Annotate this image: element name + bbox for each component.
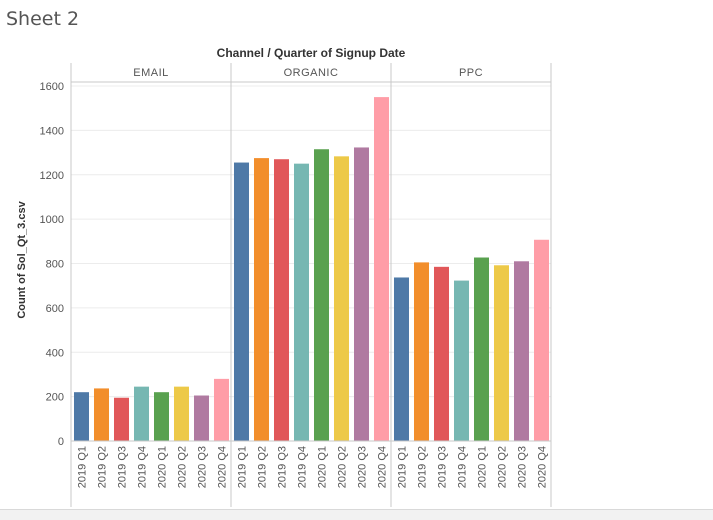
x-tick-label: 2019 Q1 — [237, 446, 249, 488]
y-tick-label: 400 — [46, 347, 64, 359]
x-tick-label: 2020 Q3 — [357, 446, 369, 488]
x-tick-label: 2020 Q1 — [157, 446, 169, 488]
x-tick-label: 2020 Q4 — [377, 446, 389, 488]
footer-strip — [0, 509, 713, 520]
bar — [174, 386, 189, 441]
chart-title: Channel / Quarter of Signup Date — [217, 46, 406, 60]
x-tick-label: 2020 Q3 — [517, 446, 529, 488]
bar — [394, 277, 409, 441]
bar — [274, 159, 289, 441]
bar — [434, 266, 449, 441]
sheet-title: Sheet 2 — [6, 8, 80, 30]
panel-header-label: EMAIL — [133, 67, 169, 79]
x-tick-label: 2019 Q2 — [257, 446, 269, 488]
x-tick-label: 2020 Q2 — [337, 446, 349, 488]
bar — [334, 156, 349, 441]
y-tick-label: 1200 — [40, 170, 64, 182]
y-tick-label: 800 — [46, 259, 64, 271]
x-tick-label: 2020 Q1 — [317, 446, 329, 488]
x-tick-label: 2019 Q2 — [97, 446, 109, 488]
x-tick-label: 2020 Q4 — [537, 446, 549, 488]
bar — [94, 388, 109, 441]
x-tick-label: 2019 Q1 — [77, 446, 89, 488]
bar — [354, 147, 369, 441]
x-tick-label: 2019 Q3 — [437, 446, 449, 488]
bar — [474, 257, 489, 441]
x-tick-label: 2019 Q1 — [397, 446, 409, 488]
bar — [314, 149, 329, 441]
bar — [154, 392, 169, 441]
y-axis-label: Count of Sol_Qt_3.csv — [16, 200, 28, 318]
x-tick-label: 2019 Q4 — [297, 446, 309, 488]
bar — [294, 163, 309, 441]
y-tick-label: 600 — [46, 303, 64, 315]
panel-header-label: PPC — [459, 67, 483, 79]
y-tick-label: 200 — [46, 392, 64, 404]
bar — [494, 265, 509, 441]
bar — [414, 262, 429, 441]
x-tick-label: 2020 Q2 — [177, 446, 189, 488]
bar — [194, 395, 209, 441]
x-tick-label: 2019 Q3 — [277, 446, 289, 488]
bar — [214, 378, 229, 441]
bar — [74, 392, 89, 441]
x-tick-label: 2019 Q2 — [417, 446, 429, 488]
panel-header-label: ORGANIC — [284, 67, 339, 79]
bar — [114, 397, 129, 441]
y-tick-label: 1000 — [40, 214, 64, 226]
bar — [374, 97, 389, 441]
y-tick-label: 1600 — [40, 81, 64, 93]
x-tick-label: 2019 Q3 — [117, 446, 129, 488]
y-tick-label: 0 — [58, 436, 64, 448]
x-tick-label: 2020 Q3 — [197, 446, 209, 488]
x-tick-label: 2020 Q4 — [217, 446, 229, 488]
bar — [134, 386, 149, 441]
plot-area: 0 200 400 600 800 1000 1200 1400 1600 EMAIL 2019 Q… — [40, 63, 552, 507]
bar — [454, 280, 469, 441]
x-tick-label: 2019 Q4 — [457, 446, 469, 488]
bar — [514, 261, 529, 441]
x-tick-label: 2020 Q1 — [477, 446, 489, 488]
bar — [534, 239, 549, 441]
x-tick-label: 2019 Q4 — [137, 446, 149, 488]
y-tick-label: 1400 — [40, 125, 64, 137]
bar — [234, 162, 249, 441]
bar — [254, 158, 269, 441]
x-tick-label: 2020 Q2 — [497, 446, 509, 488]
